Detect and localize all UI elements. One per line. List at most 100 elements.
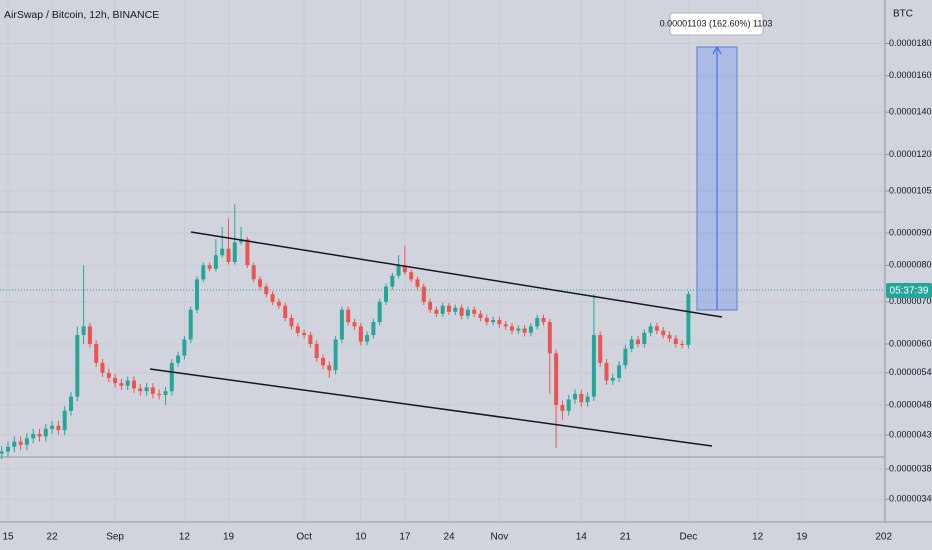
candle-body [144,387,149,392]
candle-body [106,372,111,378]
candle-body [100,362,105,373]
candle-body [62,410,67,431]
candle-body [680,343,685,345]
x-tick-label: Nov [491,532,509,543]
x-tick-label: 17 [399,532,411,543]
candle-body [434,309,439,314]
candle-body [497,320,502,325]
x-tick-label: Sep [106,532,124,543]
candle-body [314,343,319,359]
candle-body [667,335,672,339]
candle-body [560,405,565,411]
candle-body [617,365,622,378]
candle-body [428,301,433,310]
x-tick-label: 12 [752,532,764,543]
candle-body [132,380,136,389]
candle-body [402,265,407,273]
x-tick-label: 19 [223,532,235,543]
candle-body [440,305,445,314]
candle-body [654,326,659,331]
x-tick-label: 24 [443,532,455,543]
candle-body [484,317,489,323]
price-tag [886,283,932,298]
candle-body [478,313,483,318]
candle-body [623,348,628,366]
candle-body [409,272,414,280]
candle-body [573,393,577,400]
trend-line[interactable] [190,231,723,318]
candle-body [384,286,388,302]
candle-body [585,396,590,403]
trend-line[interactable] [149,368,713,447]
candle-body [94,343,99,363]
candle-body [283,305,288,318]
grid [0,0,885,522]
y-tick-label: 0.00000800 [889,260,932,270]
candle-body [510,326,514,331]
candle-body [18,441,23,445]
candle-body [346,309,351,323]
candle-body [289,317,294,327]
candle-body [528,326,533,333]
x-tick-label: 15 [2,532,14,543]
y-tick-label: 0.00000700 [889,296,932,306]
candle-body [686,294,691,345]
x-tick-label: Oct [296,532,312,543]
candle-body [459,307,464,316]
candle-body [182,339,187,356]
candle-body [37,433,42,437]
candle-body [213,255,218,269]
x-tick-label: 22 [47,532,59,543]
x-tick-label: 12 [179,532,191,543]
candle-body [75,335,80,397]
y-tick-label: 0.00000540 [889,367,932,377]
y-tick-label: 0.00000340 [889,494,932,504]
candle-body [69,396,73,411]
candle-body [648,326,653,333]
x-tick-label: 202 [875,532,892,543]
candle-body [50,425,55,429]
candle-body [245,239,250,266]
candle-body [566,399,571,411]
candle-body [270,294,275,302]
candle-body [503,324,508,327]
candle-body [113,377,118,384]
candle-body [24,438,29,445]
candle-body [629,339,634,349]
candle-body [579,393,584,403]
candle-body [535,317,540,327]
candle-body [201,265,206,280]
candle-body [604,362,609,381]
candle-body [6,446,10,452]
candle-body [472,309,477,314]
candle-body [339,309,344,340]
candle-body [0,451,4,454]
x-tick-label: Dec [680,532,698,543]
candle-body [138,388,143,392]
candle-body [371,322,376,336]
candle-body [547,322,552,354]
candle-body [333,339,338,371]
candle-body [239,239,244,243]
candle-body [554,353,559,406]
candle-body [421,286,426,302]
candle-body [308,335,313,344]
candle-body [642,332,647,344]
countdown: 05:37:39 [890,286,929,297]
candle-body [43,428,48,437]
measure-label: 0.00001103 (162.60%) 1103 [660,18,773,28]
candle-body [491,320,496,323]
candle-body [87,326,92,344]
y-tick-label: 0.00001800 [889,38,932,48]
y-tick-label: 0.00000430 [889,430,932,440]
candle-body [377,301,382,323]
y-tick-label: 0.00001200 [889,149,932,159]
x-tick-label: 19 [796,532,808,543]
candle-body [56,425,61,431]
candle-body [541,317,546,323]
candle-body [31,433,36,439]
candles [0,204,691,460]
candle-body [220,248,225,256]
